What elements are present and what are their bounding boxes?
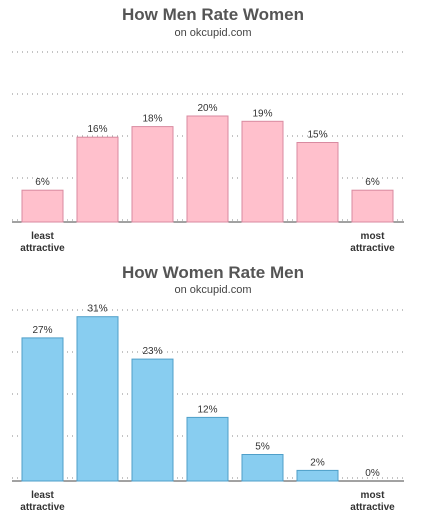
chart-1-x-label-right: attractive (350, 243, 395, 254)
chart-1-bar (296, 142, 339, 223)
chart-1-subtitle: on okcupid.com (174, 27, 252, 39)
chart-1-data-label: 19% (252, 108, 272, 119)
chart-1-bar (76, 136, 119, 223)
chart-1-bar (21, 189, 64, 223)
chart-1-data-label: 18% (142, 114, 162, 125)
chart-1-bar (131, 126, 174, 223)
chart-1-bar (241, 120, 284, 223)
chart-1-bar (351, 189, 394, 223)
chart-1-data-label: 6% (35, 177, 50, 188)
chart-1-x-label-left: attractive (20, 243, 65, 254)
chart-1-data-label: 6% (365, 177, 380, 188)
chart-1-title: How Men Rate Women (122, 5, 304, 24)
chart-1-data-label: 16% (87, 124, 107, 135)
chart-2-title: How Women Rate Men (122, 263, 304, 282)
chart-1-data-label: 15% (307, 130, 327, 141)
chart-2-subtitle: on okcupid.com (174, 284, 252, 296)
chart-1-bar (186, 115, 229, 223)
chart-1-x-label-right: most (361, 231, 386, 242)
chart-1-x-label-left: least (31, 231, 54, 242)
chart-1-data-label: 20% (197, 103, 217, 114)
